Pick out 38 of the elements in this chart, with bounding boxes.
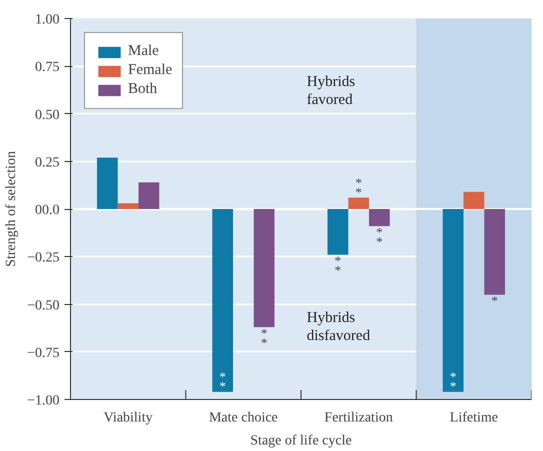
legend-label: Female [128, 62, 172, 79]
x-tick-label: Fertilization [324, 410, 393, 426]
annotation: Hybrids disfavored [306, 310, 371, 344]
y-tick-label: 0.25 [35, 155, 60, 170]
y-tick-label: −0.50 [27, 298, 60, 314]
bar [464, 192, 484, 209]
data-label: ** [376, 224, 383, 249]
data-label: ** [260, 325, 268, 350]
bar [97, 158, 118, 209]
bar [328, 209, 348, 255]
bar [484, 209, 505, 295]
bar [212, 209, 234, 392]
y-tick-label: −1.00 [27, 394, 60, 408]
data-label: ** [450, 369, 456, 394]
annotation: Hybrids favored [306, 74, 356, 108]
x-tick-label: Lifetime [450, 410, 498, 426]
y-tick-label: −0.25 [27, 250, 60, 266]
data-label: ** [355, 174, 362, 200]
y-tick-label: 1.00 [35, 12, 60, 28]
bar [138, 182, 160, 209]
y-tick-label: 0.50 [35, 108, 60, 123]
y-tick-label: 0.75 [35, 60, 60, 76]
data-label: ** [334, 252, 342, 278]
y-axis-title: Strength of selection [4, 151, 20, 267]
data-label: * [491, 292, 498, 308]
legend-label: Both [128, 81, 158, 98]
data-label: ** [219, 369, 226, 394]
bar [254, 209, 274, 328]
legend-label: Male [128, 43, 159, 60]
bar [348, 198, 369, 209]
x-tick-label: Viability [104, 410, 153, 426]
x-axis-title: Stage of life cycle [250, 434, 352, 448]
bar [368, 209, 390, 226]
bar [118, 203, 138, 209]
y-tick-label: 00.0 [35, 203, 60, 218]
bar [442, 209, 464, 392]
y-tick-label: −0.75 [27, 346, 60, 361]
x-tick-label: Mate choice [208, 410, 278, 426]
